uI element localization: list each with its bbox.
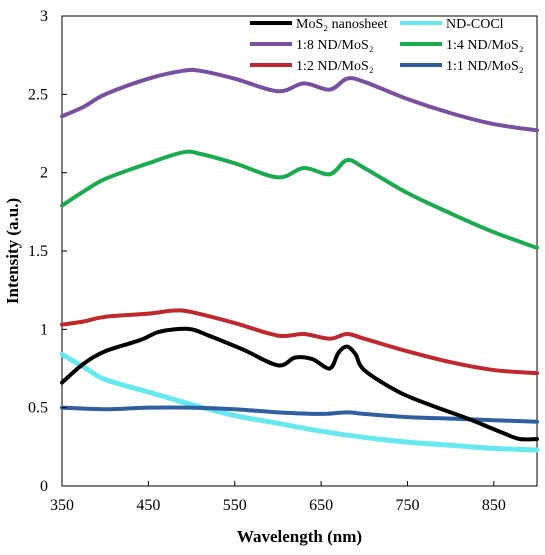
- series-layer: [59, 67, 540, 453]
- y-tick-label: 0: [40, 478, 48, 495]
- legend-item: 1:2 ND/MoS₂: [250, 59, 374, 74]
- series-line-2: [60, 67, 539, 133]
- legend-label: 1:1 ND/MoS₂: [446, 59, 524, 74]
- y-tick-label: 1: [40, 321, 48, 338]
- y-tick-label: 1.5: [28, 243, 48, 260]
- y-tick-label: 3: [40, 8, 48, 25]
- x-tick-label: 850: [482, 497, 506, 514]
- series-line-5: [60, 405, 539, 424]
- axes: 350 450 550 650 750 850 0 0.5 1 1.5 2 2.5 3: [28, 8, 506, 514]
- series-line-0: [60, 326, 539, 442]
- legend-item: 1:8 ND/MoS₂: [250, 38, 374, 53]
- x-tick-label: 550: [223, 497, 247, 514]
- y-axis-title: Intensity (a.u.): [3, 198, 22, 304]
- y-tick-label: 2: [40, 165, 48, 182]
- series-line-4: [60, 308, 539, 376]
- x-tick-label: 650: [309, 497, 333, 514]
- legend-item: MoS₂ nanosheet: [250, 17, 388, 32]
- legend-label: 1:2 ND/MoS₂: [296, 59, 374, 74]
- plot-area: [61, 15, 538, 487]
- x-axis-title: Wavelength (nm): [237, 527, 362, 546]
- legend-label: 1:8 ND/MoS₂: [296, 38, 374, 53]
- x-tick-label: 450: [136, 497, 160, 514]
- x-tick-label: 750: [395, 497, 419, 514]
- legend: MoS₂ nanosheet ND-COCl 1:8 ND/MoS₂ 1:4 ND/M…: [250, 17, 524, 74]
- legend-label: 1:4 ND/MoS₂: [446, 38, 524, 53]
- x-tick-label: 350: [50, 497, 74, 514]
- legend-label: ND-COCl: [446, 17, 504, 32]
- y-tick-label: 2.5: [28, 86, 48, 103]
- legend-label: MoS₂ nanosheet: [296, 17, 388, 32]
- legend-item: 1:1 ND/MoS₂: [400, 59, 524, 74]
- series-line-1: [59, 351, 540, 453]
- plot-frame: [61, 15, 538, 487]
- y-tick-label: 0.5: [28, 400, 48, 417]
- series-line-3: [60, 149, 539, 250]
- legend-item: 1:4 ND/MoS₂: [400, 38, 524, 53]
- legend-item: ND-COCl: [400, 17, 504, 32]
